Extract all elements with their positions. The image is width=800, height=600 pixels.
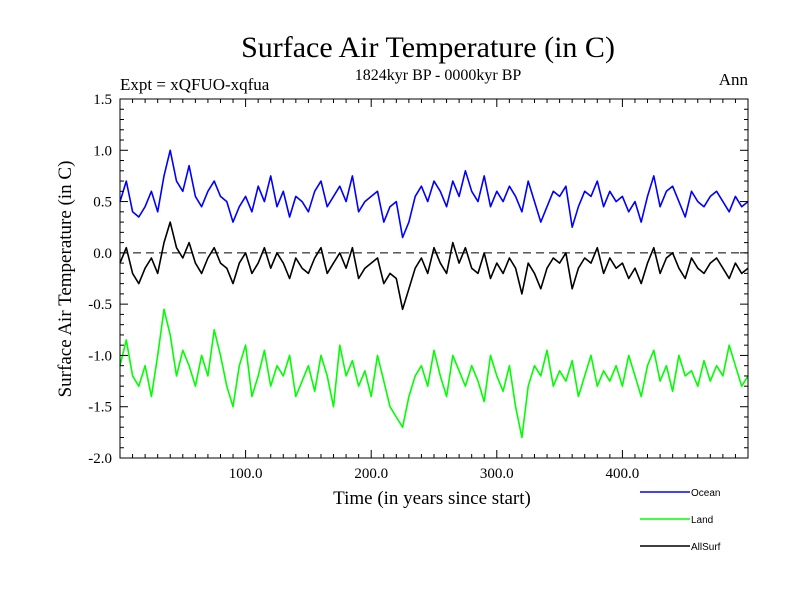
- x-tick-label: 200.0: [354, 466, 388, 482]
- x-tick-label: 400.0: [606, 466, 640, 482]
- x-axis-label: Time (in years since start): [333, 488, 531, 509]
- series-line-ocean: [119, 149, 749, 239]
- y-axis-label: Surface Air Temperature (in C): [55, 161, 76, 398]
- experiment-label: Expt = xQFUO-xqfua: [120, 75, 270, 94]
- axis-ticks: -2.0 -1.5 -1.0 -0.5 0.0 0.5 1.0 1.5 100.0 200.0 30…: [88, 92, 748, 482]
- series-line-allsurf: [119, 221, 749, 311]
- legend-label-ocean: Ocean: [691, 488, 720, 499]
- y-tick-label: -0.5: [88, 297, 112, 313]
- season-label: Ann: [719, 70, 749, 89]
- legend-label-allsurf: AllSurf: [691, 542, 721, 553]
- plot-area: [119, 149, 749, 439]
- y-tick-label: -1.0: [88, 348, 112, 364]
- chart-subtitle: 1824kyr BP - 0000kyr BP: [355, 67, 522, 84]
- y-tick-label: -2.0: [88, 451, 112, 467]
- x-tick-label: 100.0: [229, 466, 263, 482]
- x-tick-label: 300.0: [480, 466, 514, 482]
- y-tick-label: 1.0: [93, 143, 112, 159]
- legend: Ocean Land AllSurf: [640, 488, 721, 553]
- series-group: [119, 149, 749, 439]
- chart-title: Surface Air Temperature (in C): [241, 31, 615, 64]
- y-tick-label: 0.5: [93, 195, 112, 211]
- legend-label-land: Land: [691, 515, 713, 526]
- y-tick-label: 1.5: [93, 92, 112, 108]
- y-tick-label: -1.5: [88, 400, 112, 416]
- y-tick-label: 0.0: [93, 246, 112, 262]
- series-line-land: [119, 308, 749, 439]
